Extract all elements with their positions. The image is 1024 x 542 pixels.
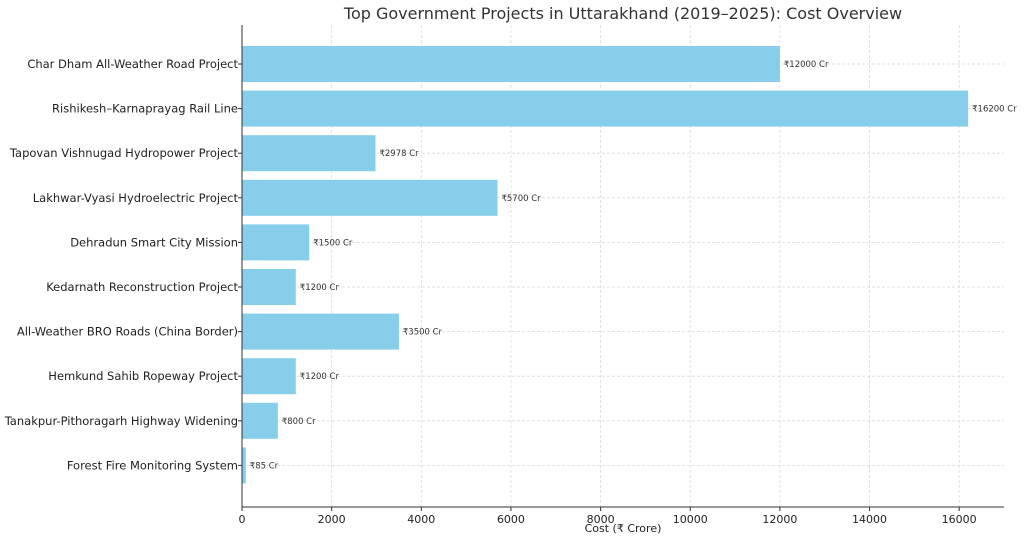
category-label: Tanakpur-Pithoragarh Highway Widening — [4, 414, 238, 428]
bar — [242, 269, 296, 305]
x-tick-label: 14000 — [852, 513, 887, 526]
bar-value-label: ₹1500 Cr — [313, 238, 353, 248]
bar-value-label: ₹12000 Cr — [784, 60, 829, 70]
category-label: Rishikesh–Karnaprayag Rail Line — [52, 102, 238, 116]
bar-value-label: ₹2978 Cr — [379, 149, 419, 159]
bar-value-label: ₹5700 Cr — [501, 194, 541, 204]
category-label: Tapovan Vishnugad Hydropower Project — [9, 146, 239, 160]
bars-layer — [242, 46, 969, 484]
bar-value-label: ₹1200 Cr — [300, 372, 340, 382]
bar — [242, 179, 498, 216]
category-label: All-Weather BRO Roads (China Border) — [17, 325, 238, 339]
category-label: Dehradun Smart City Mission — [70, 235, 238, 249]
category-label: Char Dham All-Weather Road Project — [27, 57, 238, 71]
bar — [242, 46, 780, 82]
x-axis-label: Cost (₹ Crore) — [585, 522, 662, 535]
x-tick-label: 16000 — [942, 513, 977, 526]
x-tick-label: 6000 — [497, 513, 525, 526]
bar-value-label: ₹1200 Cr — [300, 283, 340, 293]
bar — [242, 402, 278, 439]
category-label: Forest Fire Monitoring System — [67, 458, 238, 472]
x-tick-label: 0 — [239, 513, 246, 526]
data-labels-layer: ₹12000 Cr ₹16200 Cr ₹2978 Cr ₹5700 Cr ₹1500 … — [250, 60, 1017, 471]
bar — [242, 447, 246, 484]
bar-value-label: ₹85 Cr — [250, 461, 279, 471]
bar — [242, 313, 399, 350]
bar — [242, 358, 296, 395]
category-label: Lakhwar-Vyasi Hydroelectric Project — [33, 191, 239, 205]
chart-title: Top Government Projects in Uttarakhand (… — [343, 4, 902, 23]
x-tick-labels-layer: 0 2000 4000 6000 8000 10000 12000 14000 16000 — [239, 513, 977, 526]
bar-value-label: ₹3500 Cr — [403, 328, 443, 338]
bar — [242, 135, 376, 172]
bar — [242, 90, 969, 127]
category-label: Kedarnath Reconstruction Project — [46, 280, 238, 294]
bar — [242, 224, 310, 261]
bar-value-label: ₹800 Cr — [282, 417, 316, 427]
category-label: Hemkund Sahib Ropeway Project — [48, 369, 238, 383]
x-tick-label: 10000 — [673, 513, 708, 526]
x-tick-label: 8000 — [587, 513, 615, 526]
category-labels-layer: Char Dham All-Weather Road Project Rishik… — [4, 57, 239, 472]
x-tick-label: 2000 — [318, 513, 346, 526]
bar-value-label: ₹16200 Cr — [972, 105, 1017, 115]
x-tick-label: 4000 — [407, 513, 435, 526]
x-tick-label: 12000 — [762, 513, 797, 526]
axes-layer — [238, 25, 1004, 511]
